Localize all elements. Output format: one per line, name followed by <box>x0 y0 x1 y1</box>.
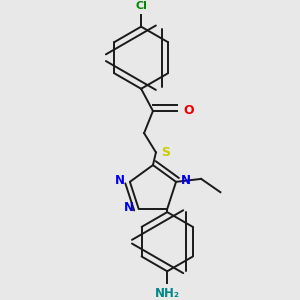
Text: N: N <box>181 174 191 187</box>
Text: N: N <box>115 174 125 187</box>
Text: NH₂: NH₂ <box>155 287 180 300</box>
Text: S: S <box>161 146 170 159</box>
Text: N: N <box>124 201 134 214</box>
Text: O: O <box>183 104 194 118</box>
Text: Cl: Cl <box>135 1 147 11</box>
